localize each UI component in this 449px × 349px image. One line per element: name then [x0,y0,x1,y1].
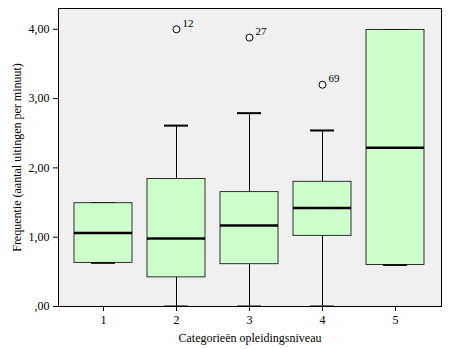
svg-text:2: 2 [174,313,180,327]
svg-text:69: 69 [329,72,341,84]
svg-text:Frequentie (aantal uitingen pe: Frequentie (aantal uitingen per minuut) [10,63,24,252]
svg-text:4,00: 4,00 [29,22,50,36]
svg-text:,00: ,00 [35,299,50,313]
svg-text:12: 12 [183,17,194,29]
svg-text:3: 3 [247,313,253,327]
svg-text:1: 1 [101,313,107,327]
svg-text:4: 4 [320,313,326,327]
svg-text:1,00: 1,00 [29,230,50,244]
svg-text:27: 27 [256,25,268,37]
svg-text:2,00: 2,00 [29,161,50,175]
svg-text:3,00: 3,00 [29,91,50,105]
svg-text:5: 5 [393,313,399,327]
svg-text:Categorieën opleidingsniveau: Categorieën opleidingsniveau [179,331,322,345]
